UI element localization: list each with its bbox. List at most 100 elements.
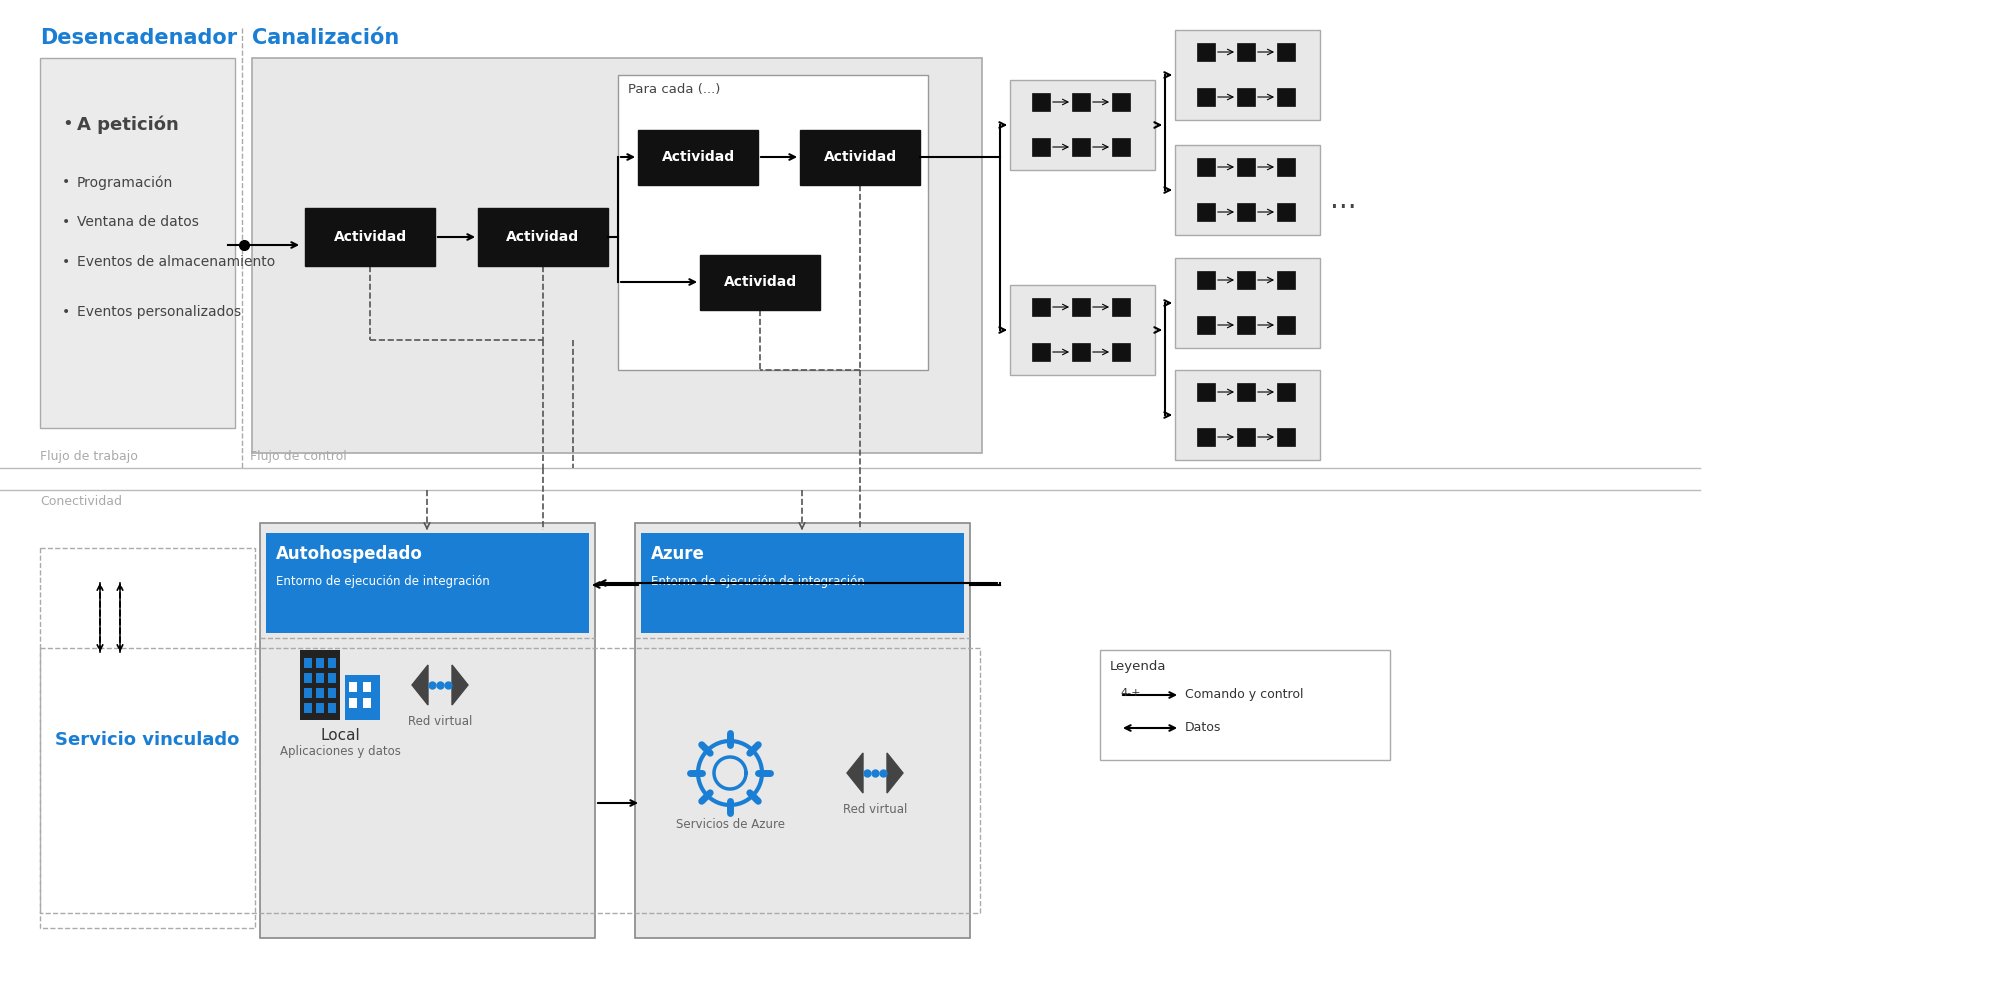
Bar — [328, 658, 336, 668]
Bar — [1237, 428, 1255, 446]
Bar — [1277, 271, 1295, 289]
Bar — [1277, 43, 1295, 61]
Bar — [1197, 158, 1215, 176]
Text: •: • — [62, 215, 70, 229]
Bar — [1071, 298, 1089, 316]
Bar — [1277, 203, 1295, 221]
Text: •: • — [62, 175, 70, 189]
Bar — [1111, 343, 1129, 361]
Bar — [1237, 203, 1255, 221]
Text: Eventos de almacenamiento: Eventos de almacenamiento — [76, 255, 274, 269]
Text: Actividad: Actividad — [507, 230, 579, 244]
Bar — [304, 658, 312, 668]
Bar — [316, 673, 324, 683]
Bar — [1197, 428, 1215, 446]
Bar — [801, 130, 921, 185]
Bar — [1277, 428, 1295, 446]
Bar — [478, 208, 609, 266]
Text: Para cada (...): Para cada (...) — [629, 83, 721, 96]
Text: Red virtual: Red virtual — [843, 803, 907, 816]
Bar — [304, 688, 312, 698]
Text: 4-+: 4-+ — [1119, 688, 1141, 698]
Bar — [40, 58, 234, 428]
Bar — [328, 673, 336, 683]
Text: Azure: Azure — [651, 545, 705, 563]
Bar — [1175, 258, 1319, 348]
Text: Datos: Datos — [1185, 721, 1221, 734]
Bar — [619, 75, 929, 370]
Bar — [1237, 271, 1255, 289]
Text: Leyenda: Leyenda — [1109, 660, 1167, 673]
Bar — [1009, 285, 1155, 375]
Bar — [40, 648, 981, 913]
Text: Conectividad: Conectividad — [40, 495, 122, 508]
Bar — [1071, 138, 1089, 156]
Bar — [635, 523, 971, 938]
Bar — [1237, 316, 1255, 334]
Text: Entorno de ejecución de integración: Entorno de ejecución de integración — [276, 575, 490, 588]
Bar — [344, 675, 380, 720]
Bar — [316, 703, 324, 713]
Text: Flujo de trabajo: Flujo de trabajo — [40, 450, 138, 463]
Text: Desencadenador: Desencadenador — [40, 28, 236, 48]
Text: •: • — [62, 255, 70, 269]
Text: Canalización: Canalización — [252, 28, 398, 48]
Text: Eventos personalizados: Eventos personalizados — [76, 305, 240, 319]
Bar — [1237, 88, 1255, 106]
Text: A petición: A petición — [76, 115, 178, 134]
Bar — [1111, 138, 1129, 156]
Bar — [701, 255, 821, 310]
Bar — [641, 533, 965, 633]
Text: Actividad: Actividad — [823, 150, 897, 164]
Bar — [1237, 43, 1255, 61]
Polygon shape — [847, 753, 863, 793]
Text: Programación: Programación — [76, 175, 174, 189]
Bar — [1277, 316, 1295, 334]
Bar — [1175, 370, 1319, 460]
Bar — [1071, 343, 1089, 361]
Bar — [252, 58, 983, 453]
Bar — [1197, 88, 1215, 106]
Text: Aplicaciones y datos: Aplicaciones y datos — [280, 745, 400, 758]
Text: Local: Local — [320, 728, 360, 743]
Text: Comando y control: Comando y control — [1185, 688, 1303, 701]
Bar — [1031, 343, 1049, 361]
Text: Actividad: Actividad — [661, 150, 735, 164]
Bar — [316, 658, 324, 668]
Bar — [1111, 93, 1129, 111]
Text: Actividad: Actividad — [723, 275, 797, 289]
Bar — [362, 698, 370, 708]
Bar — [348, 682, 356, 692]
Text: Servicio vinculado: Servicio vinculado — [54, 731, 240, 749]
Polygon shape — [412, 665, 428, 705]
Bar — [304, 673, 312, 683]
Bar — [1175, 145, 1319, 235]
Bar — [304, 208, 434, 266]
Bar — [1277, 158, 1295, 176]
Bar — [1031, 93, 1049, 111]
Text: Autohospedado: Autohospedado — [276, 545, 422, 563]
Polygon shape — [452, 665, 468, 705]
Bar — [1197, 203, 1215, 221]
Text: Servicios de Azure: Servicios de Azure — [675, 818, 785, 831]
Bar — [1071, 93, 1089, 111]
Bar — [1197, 43, 1215, 61]
Bar — [1009, 80, 1155, 170]
Bar — [1031, 298, 1049, 316]
Text: Entorno de ejecución de integración: Entorno de ejecución de integración — [651, 575, 865, 588]
Text: Actividad: Actividad — [334, 230, 406, 244]
Text: Flujo de control: Flujo de control — [250, 450, 346, 463]
Bar — [1277, 88, 1295, 106]
Text: Red virtual: Red virtual — [408, 715, 472, 728]
Bar — [260, 523, 595, 938]
Polygon shape — [887, 753, 903, 793]
Bar — [328, 688, 336, 698]
Bar — [316, 688, 324, 698]
Bar — [40, 548, 254, 928]
Text: ...: ... — [1329, 186, 1357, 214]
Bar — [1277, 383, 1295, 401]
Bar — [1237, 383, 1255, 401]
Bar — [1197, 271, 1215, 289]
Bar — [639, 130, 759, 185]
Bar — [348, 698, 356, 708]
